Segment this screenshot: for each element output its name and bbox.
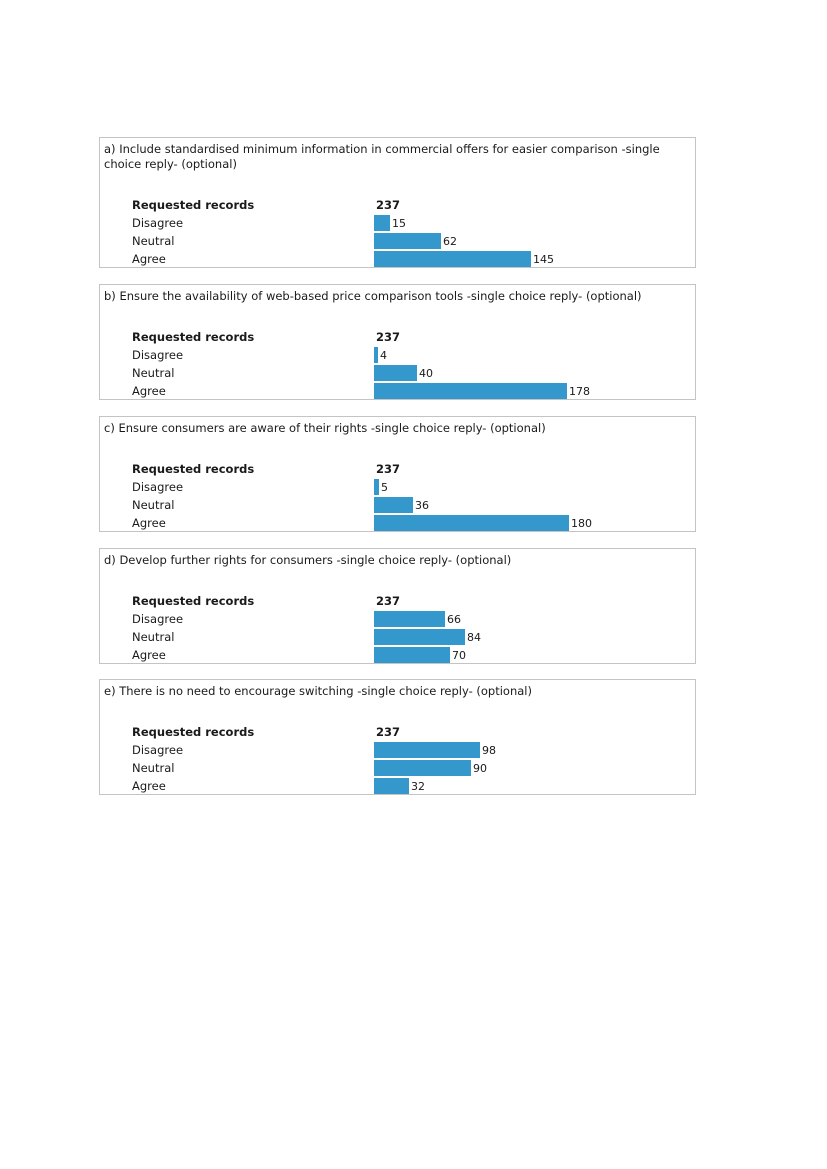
bar-value-label: 5 [381,481,388,494]
category-label: Agree [132,779,166,793]
bar-neutral [374,760,471,776]
bar-value-label: 32 [411,780,425,793]
requested-records-label: Requested records [132,330,255,344]
bar-value-label: 4 [380,349,387,362]
chart-title: e) There is no need to encourage switchi… [104,684,532,698]
bar-disagree [374,611,445,627]
requested-records-value: 237 [376,462,401,476]
chart-title: b) Ensure the availability of web-based … [104,289,642,303]
category-label: Agree [132,252,166,266]
chart-panel: c) Ensure consumers are aware of their r… [99,416,696,532]
requested-records-label: Requested records [132,462,255,476]
chart-title: c) Ensure consumers are aware of their r… [104,421,546,435]
bar-value-label: 98 [482,744,496,757]
chart-title: a) Include standardised minimum informat… [104,142,660,171]
bar-disagree [374,215,390,231]
bar-agree [374,647,450,663]
bar-value-label: 145 [533,253,554,266]
bar-value-label: 70 [452,649,466,662]
category-label: Neutral [132,366,175,380]
requested-records-value: 237 [376,198,401,212]
category-label: Disagree [132,612,184,626]
bar-neutral [374,365,417,381]
bar-disagree [374,347,378,363]
chart-panel: e) There is no need to encourage switchi… [99,679,696,795]
requested-records-value: 237 [376,594,401,608]
bar-value-label: 62 [443,235,457,248]
bar-neutral [374,233,441,249]
requested-records-label: Requested records [132,725,255,739]
bar-value-label: 66 [447,613,461,626]
bar-value-label: 178 [569,385,590,398]
requested-records-label: Requested records [132,594,255,608]
chart-panel: b) Ensure the availability of web-based … [99,284,696,400]
chart-panel: a) Include standardised minimum informat… [99,137,696,268]
category-label: Neutral [132,234,175,248]
bar-disagree [374,742,480,758]
bar-value-label: 180 [571,517,592,530]
bar-disagree [374,479,379,495]
requested-records-value: 237 [376,725,401,739]
bar-agree [374,251,531,267]
requested-records-value: 237 [376,330,401,344]
bar-value-label: 36 [415,499,429,512]
bar-agree [374,778,409,794]
category-label: Agree [132,516,166,530]
bar-value-label: 84 [467,631,481,644]
category-label: Disagree [132,216,184,230]
chart-title: d) Develop further rights for consumers … [104,553,512,567]
bar-neutral [374,497,413,513]
bar-value-label: 90 [473,762,487,775]
bar-agree [374,515,569,531]
category-label: Neutral [132,630,175,644]
category-label: Agree [132,384,166,398]
category-label: Disagree [132,743,184,757]
category-label: Neutral [132,498,175,512]
bar-agree [374,383,567,399]
category-label: Neutral [132,761,175,775]
category-label: Disagree [132,480,184,494]
requested-records-label: Requested records [132,198,255,212]
bar-value-label: 15 [392,217,406,230]
chart-panel: d) Develop further rights for consumers … [99,548,696,664]
bar-neutral [374,629,465,645]
category-label: Agree [132,648,166,662]
bar-value-label: 40 [419,367,433,380]
category-label: Disagree [132,348,184,362]
